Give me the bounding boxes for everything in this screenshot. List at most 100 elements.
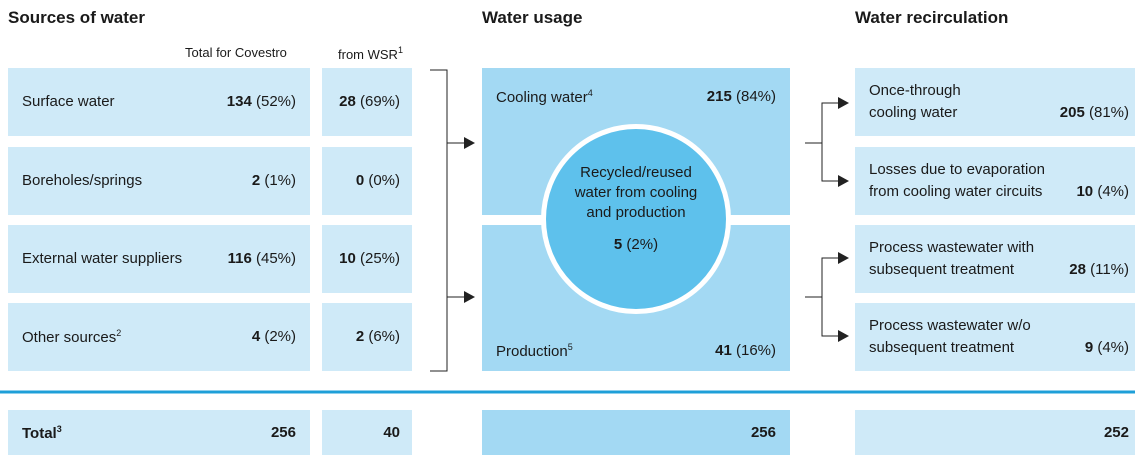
share: (11%) <box>1090 261 1129 278</box>
value: 41 (16%) <box>715 342 776 359</box>
label: Surface water <box>22 93 115 110</box>
footnote: 1 <box>397 45 403 55</box>
share: (45%) <box>255 250 296 267</box>
amount: 5 <box>613 236 623 253</box>
arrowhead <box>838 252 849 264</box>
amount: 2 <box>251 172 261 189</box>
total-box: 256 <box>482 410 790 455</box>
amount: 256 <box>750 424 776 441</box>
header-text: from WSR <box>338 47 398 62</box>
label-line: Losses due to evaporation <box>869 161 1045 178</box>
recycled-label: Recycled/reused water from cooling and p… <box>546 163 726 223</box>
wsr-box: 10 (25%) <box>322 225 412 293</box>
value: 215 (84%) <box>707 88 776 105</box>
label-text: Production <box>496 343 568 360</box>
share: (4%) <box>1097 339 1129 356</box>
amount: 134 <box>226 93 252 110</box>
arrowhead <box>464 137 475 149</box>
footnote: 5 <box>567 342 573 352</box>
label: Boreholes/springs <box>22 172 142 189</box>
column-header: from WSR1 <box>338 45 403 62</box>
label-text: External water suppliers <box>22 250 183 267</box>
split-line <box>821 257 840 337</box>
amount: 252 <box>1103 424 1129 441</box>
amount: 205 <box>1059 104 1085 121</box>
source-box: External water suppliers 116 (45%) <box>8 225 310 293</box>
total-box: Total3 256 <box>8 410 310 455</box>
share: (2%) <box>264 328 296 345</box>
amount: 215 <box>706 88 732 105</box>
value: 2 (1%) <box>252 172 296 189</box>
amount: 40 <box>383 424 400 441</box>
share: (4%) <box>1097 183 1129 200</box>
amount: 2 <box>355 328 365 345</box>
amount: 10 <box>339 250 356 267</box>
share: (1%) <box>264 172 296 189</box>
source-box: Boreholes/springs 2 (1%) <box>8 147 310 215</box>
value: 134 (52%) <box>227 93 296 110</box>
label-text: Total <box>22 425 57 442</box>
label-text: Cooling water <box>496 89 588 106</box>
footnote: 2 <box>116 328 122 338</box>
amount: 116 <box>227 250 252 267</box>
wsr-box: 28 (69%) <box>322 68 412 136</box>
label: Production5 <box>496 342 573 360</box>
label: Other sources2 <box>22 328 121 346</box>
label-line: Once-through <box>869 82 961 99</box>
share: (25%) <box>359 250 400 267</box>
footnote: 3 <box>56 424 62 434</box>
value: 205 (81%) <box>1060 104 1129 121</box>
value: 0 (0%) <box>356 172 400 189</box>
bracket-line <box>430 69 448 372</box>
section-title: Sources of water <box>8 8 145 27</box>
value: 28 (69%) <box>339 93 400 110</box>
value: 5 (2%) <box>546 235 726 255</box>
footnote: 4 <box>587 88 593 98</box>
label-line: water from cooling <box>574 184 698 201</box>
label: External water suppliers <box>22 250 182 267</box>
arrowhead <box>838 175 849 187</box>
section-title: Water usage <box>482 8 583 27</box>
share: (0%) <box>368 172 400 189</box>
label-line: Process wastewater with <box>869 239 1035 256</box>
label-text: Other sources <box>22 329 117 346</box>
label: Total3 <box>22 424 62 442</box>
recycled-circle: Recycled/reused water from cooling and p… <box>541 124 731 314</box>
recirculation-box: Losses due to evaporation from cooling wa… <box>855 147 1135 215</box>
share: (69%) <box>359 93 400 110</box>
share: (16%) <box>735 342 776 359</box>
amount: 256 <box>270 424 296 441</box>
wsr-box: 0 (0%) <box>322 147 412 215</box>
amount: 28 <box>339 93 356 110</box>
bracket <box>430 69 840 372</box>
share: (84%) <box>735 88 776 105</box>
wsr-box: 2 (6%) <box>322 303 412 371</box>
amount: 9 <box>1084 339 1094 356</box>
label-text: Boreholes/springs <box>22 172 143 189</box>
amount: 28 <box>1069 261 1086 278</box>
label: Cooling water4 <box>496 88 593 106</box>
total-box: 252 <box>855 410 1135 455</box>
share: (2%) <box>626 236 659 253</box>
value: 116 (45%) <box>228 250 296 267</box>
total-box: 40 <box>322 410 412 455</box>
section-title: Water recirculation <box>855 8 1009 27</box>
share: (81%) <box>1088 104 1129 121</box>
share: (52%) <box>255 93 296 110</box>
recirculation-box: Once-through cooling water 205 (81%) <box>855 68 1135 136</box>
label-line: from cooling water circuits <box>869 183 1043 200</box>
label-line: cooling water <box>869 104 958 121</box>
value: 28 (11%) <box>1069 261 1129 278</box>
column-header: Total for Covestro <box>185 45 287 60</box>
arrowheads <box>464 97 849 342</box>
amount: 4 <box>251 328 261 345</box>
value: 4 (2%) <box>252 328 296 345</box>
share: (6%) <box>368 328 400 345</box>
value: 10 (25%) <box>339 250 400 267</box>
label-line: Recycled/reused <box>580 164 692 181</box>
amount: 41 <box>715 342 732 359</box>
recirculation-box: Process wastewater w/o subsequent treatme… <box>855 303 1135 371</box>
arrowhead <box>464 291 475 303</box>
label-line: Process wastewater w/o <box>869 317 1031 334</box>
